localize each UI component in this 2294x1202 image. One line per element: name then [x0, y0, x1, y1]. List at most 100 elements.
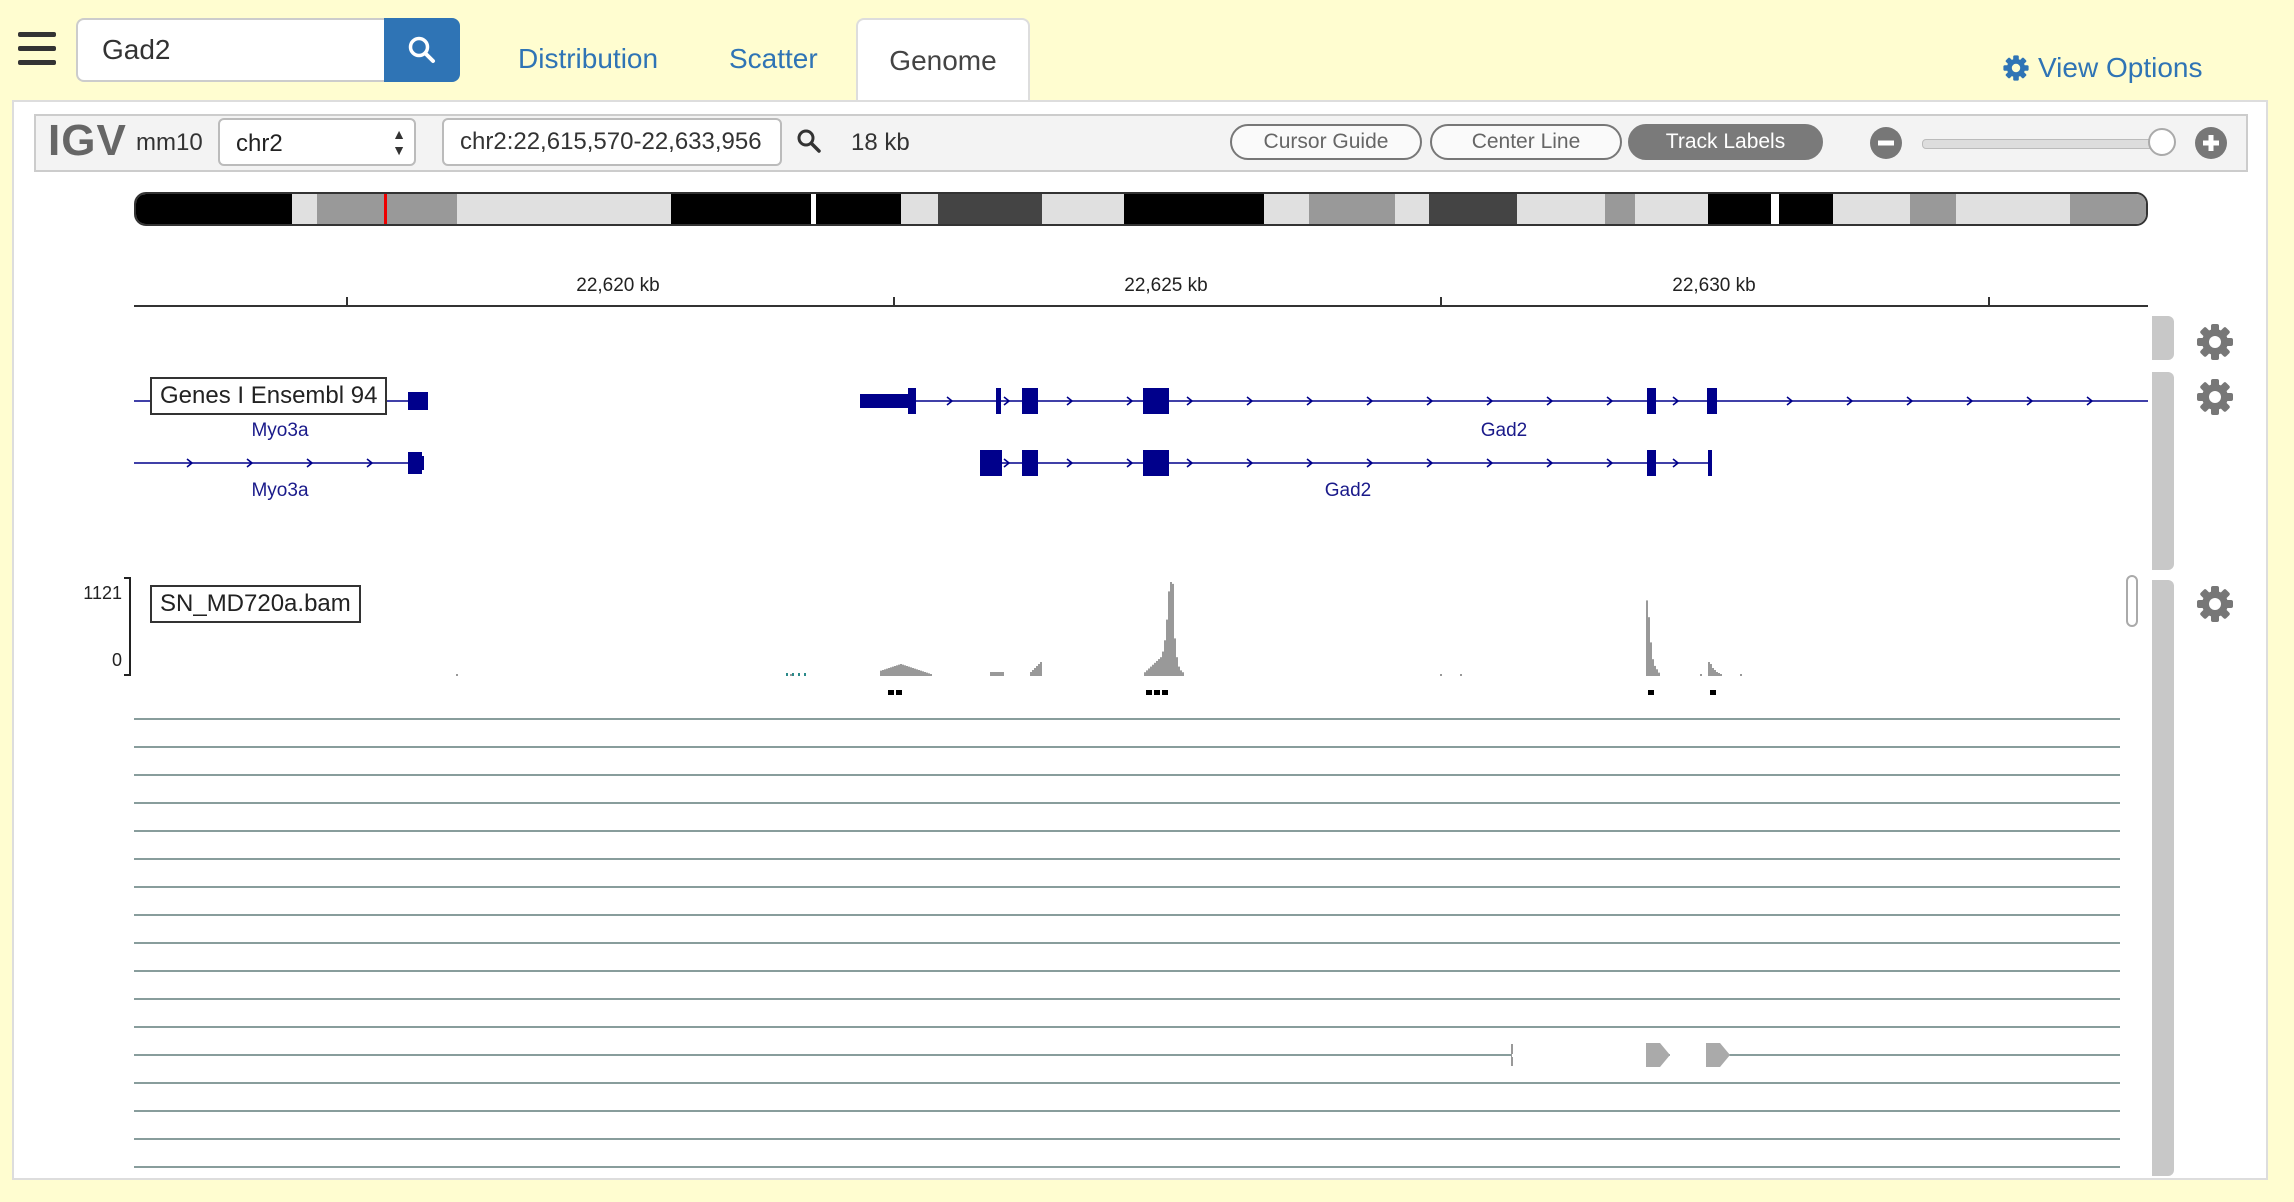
ideogram-band: [811, 194, 816, 224]
ideogram-band: [292, 194, 317, 224]
genome-label: mm10: [136, 129, 203, 156]
ideogram-band: [457, 194, 671, 224]
ideogram-band: [136, 194, 292, 224]
strand-arrow: [246, 458, 254, 468]
coverage-bar: [902, 664, 904, 676]
coverage-bar: [1656, 669, 1658, 676]
exon: [408, 392, 428, 410]
genes-settings-gear-icon[interactable]: [2195, 377, 2235, 417]
chromosome-ideogram[interactable]: [134, 192, 2148, 226]
exon: [1022, 450, 1038, 476]
view-options-link[interactable]: View Options: [2002, 52, 2202, 84]
gene-name[interactable]: Myo3a: [251, 480, 309, 501]
strand-arrow: [2086, 396, 2094, 406]
coverage-bar: [1712, 668, 1714, 676]
chromosome-select[interactable]: chr2 ▲ ▼: [218, 118, 416, 166]
mismatch-marker: [1162, 690, 1168, 695]
coverage-bar: [1036, 666, 1038, 676]
view-options-label: View Options: [2038, 52, 2203, 83]
strand-arrow: [1186, 458, 1194, 468]
ideogram-band: [1042, 194, 1124, 224]
mismatch-marker: [1154, 690, 1160, 695]
strand-arrow: [1606, 458, 1614, 468]
strand-arrow: [1486, 396, 1494, 406]
tab-genome[interactable]: Genome: [856, 18, 1030, 104]
coverage-bar: [1172, 583, 1174, 676]
strand-arrow: [186, 458, 194, 468]
coverage-bar: [1648, 617, 1650, 676]
coverage-bar: [928, 673, 930, 676]
ruler-tick: [1440, 297, 1442, 306]
coverage-bar: [916, 669, 918, 676]
ideogram-band: [317, 194, 457, 224]
coverage-bar: [1168, 591, 1170, 676]
strand-arrow: [366, 458, 374, 468]
coverage-bar: [908, 666, 910, 676]
coverage-bar: [1700, 674, 1702, 676]
gene-name[interactable]: Myo3a: [251, 420, 309, 441]
ideogram-band: [1635, 194, 1708, 224]
coverage-bar: [898, 664, 900, 676]
strand-arrow: [2026, 396, 2034, 406]
coverage-bar: [1182, 672, 1184, 676]
zoom-out-icon[interactable]: [1870, 127, 1902, 164]
coverage-bar: [1720, 674, 1722, 676]
strand-arrow: [1786, 396, 1794, 406]
ideogram-band: [1429, 194, 1517, 224]
select-arrows-icon: ▲ ▼: [392, 126, 406, 158]
exon: [1647, 388, 1656, 414]
strand-arrow: [1846, 396, 1854, 406]
exon: [860, 394, 912, 408]
exon: [1708, 450, 1712, 476]
ruler-label: 22,630 kb: [1672, 275, 1756, 296]
coverage-bar: [1710, 664, 1712, 676]
strand-arrow: [1366, 396, 1374, 406]
coverage-bar: [804, 673, 806, 676]
ideogram-band: [1605, 194, 1635, 224]
strand-arrow: [1246, 396, 1254, 406]
gene-name[interactable]: Gad2: [1324, 480, 1372, 501]
strand-arrow: [946, 396, 954, 406]
locus-input[interactable]: [442, 118, 782, 166]
track-labels-button[interactable]: Track Labels: [1628, 124, 1823, 160]
cursor-guide-button[interactable]: Cursor Guide: [1230, 124, 1422, 160]
gene-search-input[interactable]: [76, 18, 384, 82]
chromosome-value: chr2: [236, 130, 283, 157]
coverage-bar: [1652, 659, 1654, 676]
exon: [1707, 388, 1717, 414]
ideogram-band: [1910, 194, 1956, 224]
tab-distribution[interactable]: Distribution: [518, 43, 659, 74]
ruler-settings-gear-icon[interactable]: [2195, 322, 2235, 362]
strand-arrow: [1366, 458, 1374, 468]
read-gap: [1512, 1054, 1646, 1057]
strand-arrow: [1003, 396, 1011, 406]
coverage-bar: [1146, 670, 1148, 676]
search-button[interactable]: [384, 18, 460, 82]
gene-name[interactable]: Gad2: [1480, 420, 1528, 441]
coverage-bar: [900, 664, 902, 676]
zoom-in-icon[interactable]: [2195, 127, 2227, 164]
ideogram-band: [2070, 194, 2146, 224]
strand-arrow: [1486, 458, 1494, 468]
coverage-bar: [910, 667, 912, 676]
strand-arrow: [1426, 458, 1434, 468]
menu-icon[interactable]: [18, 32, 56, 66]
coverage-bar: [1740, 674, 1742, 676]
window-size: 18 kb: [851, 129, 910, 156]
alignment-scrollbar[interactable]: [2126, 575, 2138, 627]
coverage-bar: [1148, 668, 1150, 676]
tab-scatter[interactable]: Scatter: [729, 43, 818, 74]
coverage-bar: [1440, 674, 1442, 676]
coverage-bar: [1034, 668, 1036, 676]
center-line-button[interactable]: Center Line: [1430, 124, 1622, 160]
coverage-bar: [930, 674, 932, 676]
bam-settings-gear-icon[interactable]: [2195, 584, 2235, 624]
coverage-bar: [1178, 666, 1180, 676]
strand-arrow: [1306, 396, 1314, 406]
strand-arrow: [1003, 458, 1011, 468]
zoom-slider-handle[interactable]: [2148, 128, 2176, 156]
locus-search-icon[interactable]: [796, 128, 822, 159]
coverage-bar: [1156, 660, 1158, 676]
coverage-bar: [1152, 664, 1154, 676]
exon: [408, 452, 422, 474]
